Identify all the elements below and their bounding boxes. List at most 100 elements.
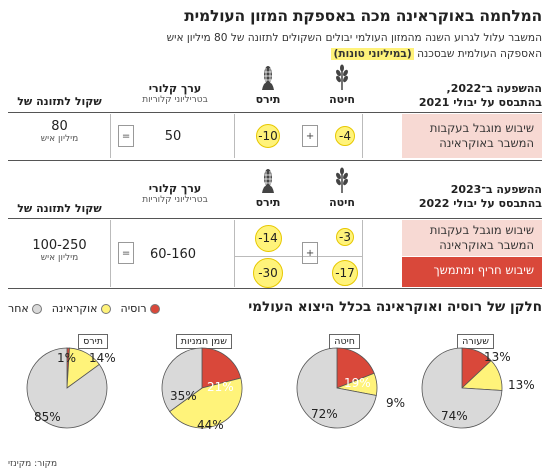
pct-wheat-other: 72%: [311, 407, 338, 421]
divider: [234, 220, 235, 287]
pct-corn-ukraine: 14%: [89, 351, 116, 365]
corn-column-header: תירס: [255, 93, 281, 106]
corn-value-2023-limited: -14: [254, 224, 282, 252]
pie-label-sunflower-oil: שמן חמניות: [175, 334, 232, 349]
pie-label-barley: שעורה: [457, 334, 494, 349]
legend-swatch-ukraine: [100, 303, 111, 314]
pie-barley: [421, 347, 503, 429]
wheat-value-2023-r2-wrap: -17: [328, 259, 362, 287]
caloric-header-2023: ערך קלורי בטריליוני קלוריות: [140, 182, 210, 205]
pie-label-corn: תירס: [78, 334, 108, 349]
equiv-unit-2022: מיליון איש: [40, 134, 79, 144]
plus-sign: +: [302, 125, 318, 147]
corn-value-2023-severe: -30: [253, 258, 283, 288]
divider: [8, 112, 542, 113]
wheat-column-header: חיטה: [329, 93, 355, 106]
unit-highlight: (במיליוני טונות): [331, 48, 414, 60]
pie-sunflower-oil: [161, 347, 243, 429]
corn-value-2022-wrap: -10: [254, 124, 282, 148]
legend-label-other: אחר: [8, 302, 29, 315]
divider: [234, 256, 362, 257]
caloric-header-label: ערך קלורי: [148, 82, 202, 95]
pie-slice-russia: [201, 347, 242, 389]
pct-wheat-ukraine: 9%: [386, 396, 406, 410]
equiv-value-2023: 100-250: [32, 238, 87, 253]
wheat-value-2023-severe: -17: [332, 260, 358, 286]
pct-corn-russia: 1%: [57, 351, 77, 365]
pct-corn-other: 85%: [34, 410, 61, 424]
corn-value-2022: -10: [256, 124, 280, 148]
divider: [110, 114, 111, 158]
wheat-value-2023-limited: -3: [336, 228, 354, 246]
table-2023-header-line2: בהתבסס על יבולי 2022: [418, 196, 542, 210]
row-label-limited-2022: שיבוש מוגבל בעקבות המשבר באוקראינה: [402, 114, 542, 158]
corn-column-header: תירס: [255, 196, 281, 209]
row-label-limited-2023: שיבוש מוגבל בעקבות המשבר באוקראינה: [402, 220, 542, 256]
legend-swatch-russia: [149, 303, 160, 314]
table-2022-header: ההשפעה ב־2022, בהתבסס על יבולי 2021: [419, 82, 542, 110]
pie-slice-other: [161, 347, 203, 413]
page-title: המלחמה באוקראינה מכה באספקת המזון העולמי…: [184, 7, 542, 25]
legend-label-russia: רוסיה: [120, 302, 147, 315]
caloric-value-2023: 60-160: [149, 247, 197, 262]
wheat-value-2023-r1-wrap: -3: [330, 227, 360, 247]
pct-sunflower-ukraine: 44%: [197, 418, 224, 432]
pie-wheat: [296, 347, 378, 429]
caloric-value-2022: 50: [164, 129, 182, 144]
pie-slice-russia: [336, 347, 375, 389]
plus-sign: +: [302, 242, 318, 264]
table-2023-header-line1: ההשפעה ב־2023: [450, 183, 542, 196]
corn-icon: [248, 64, 288, 94]
wheat-icon: [322, 167, 362, 197]
wheat-value-2022-wrap: -4: [330, 126, 360, 146]
subtitle-line-1: המשבר עלול לגרוע השנה מהמזון העולמי יבול…: [166, 32, 542, 44]
subtitle-line-2: האספקה העולמית שבסכנה (במיליוני טונות): [331, 48, 542, 60]
pie-slice-other: [421, 347, 503, 429]
divider: [8, 160, 542, 161]
subtitle-text: האספקה העולמית שבסכנה: [413, 48, 542, 60]
corn-value-2023-r1-wrap: -14: [253, 224, 283, 252]
source-note: מקור: מקינזי: [8, 459, 58, 469]
legend-item-other: אחר: [8, 302, 42, 315]
divider: [110, 220, 111, 287]
caloric-header-label: ערך קלורי: [148, 182, 202, 195]
legend-item-ukraine: אוקראינה: [52, 302, 111, 315]
pct-barley-other: 74%: [441, 409, 468, 423]
pie-corn: [26, 347, 108, 429]
legend-label-ukraine: אוקראינה: [51, 302, 98, 315]
corn-value-2023-r2-wrap: -30: [250, 258, 286, 288]
pie-slice-ukraine: [169, 377, 243, 429]
pie-slice-other: [26, 347, 108, 429]
caloric-unit-label: בטריליוני קלוריות: [142, 95, 208, 105]
equals-sign: =: [118, 125, 134, 147]
pies-title: חלקן של רוסיה ואוקראינה בכלל היצוא העולמ…: [248, 299, 542, 315]
pct-sunflower-other: 35%: [170, 389, 197, 403]
legend-swatch-other: [31, 303, 42, 314]
divider: [362, 220, 363, 287]
divider: [8, 288, 542, 289]
divider: [234, 114, 235, 158]
corn-icon: [248, 167, 288, 197]
table-2022-header-line2: בהתבסס על יבולי 2021: [418, 95, 542, 109]
pie-slice-other: [296, 347, 377, 429]
wheat-column-header: חיטה: [329, 196, 355, 209]
caloric-unit-label: בטריליוני קלוריות: [142, 195, 208, 205]
equiv-value-2022: 80: [51, 119, 68, 134]
equiv-2022: 80 מיליון איש: [12, 119, 107, 144]
pct-barley-russia: 13%: [484, 350, 511, 364]
equiv-unit-2023: מיליון איש: [40, 253, 79, 263]
pct-sunflower-russia: 21%: [207, 380, 234, 394]
row-label-severe-2023: שיבוש חריף ומתמשך: [402, 257, 542, 287]
table-2022-header-line1: ההשפעה ב־2022,: [446, 82, 543, 95]
wheat-value-2022: -4: [335, 126, 355, 146]
equiv-2023: 100-250 מיליון איש: [12, 238, 107, 263]
table-2023-header: ההשפעה ב־2023 בהתבסס על יבולי 2022: [419, 183, 542, 211]
pct-wheat-russia: 19%: [344, 376, 371, 390]
caloric-header-2022: ערך קלורי בטריליוני קלוריות: [140, 82, 210, 105]
wheat-icon: [322, 64, 362, 94]
equiv-header-2022: שקול לתזונה של: [17, 95, 102, 108]
legend-item-russia: רוסיה: [121, 302, 160, 315]
pct-barley-ukraine: 13%: [508, 378, 535, 392]
pie-legend: רוסיה אוקראינה אחר: [8, 302, 160, 315]
